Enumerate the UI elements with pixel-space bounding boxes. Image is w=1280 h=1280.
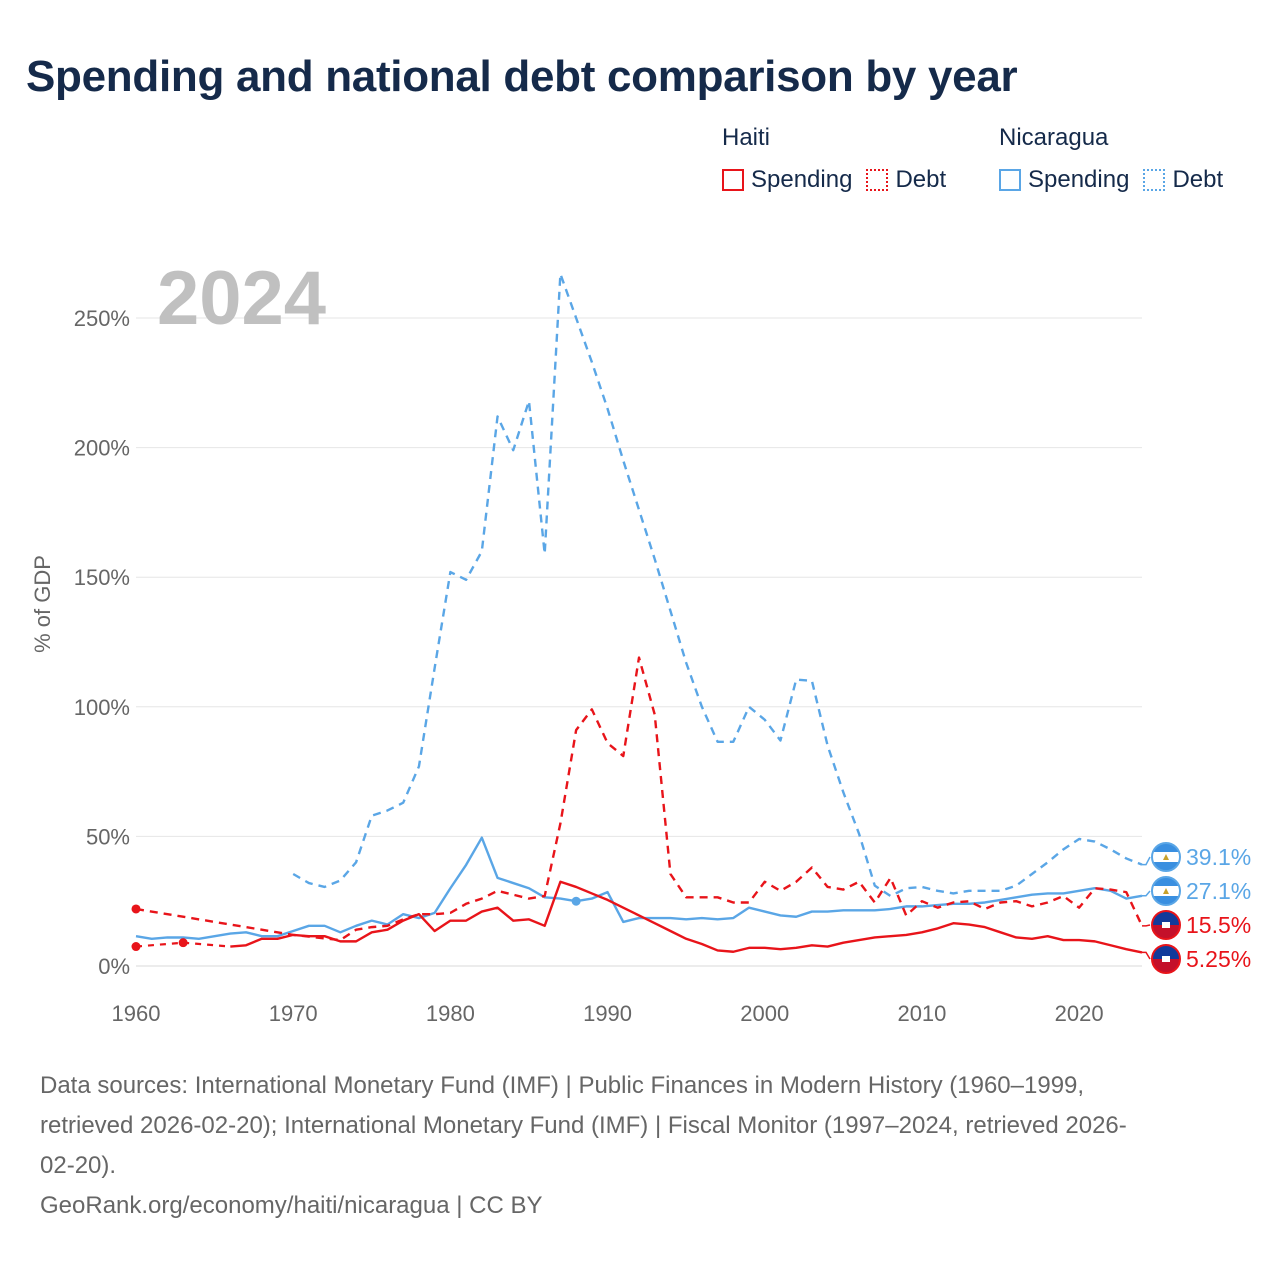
year-watermark: 2024 (157, 256, 326, 341)
series-line-nicaragua-debt[interactable] (292, 272, 1143, 898)
x-tick-label: 2000 (740, 1001, 789, 1026)
sources-line: retrieved 2026-02-20); International Mon… (40, 1112, 1127, 1139)
end-label-leader (1142, 924, 1151, 927)
legend-label: Debt (895, 166, 947, 193)
y-axis: 0% 50% 100% 150% 200% 250% (74, 306, 130, 979)
haiti-flag-icon (1151, 944, 1181, 974)
data-point-marker (178, 938, 188, 948)
legend-swatch-dotted-icon (866, 169, 889, 191)
series-line-haiti-spending[interactable] (230, 880, 1143, 954)
gridlines (136, 317, 1142, 967)
y-tick-label: 50% (86, 824, 130, 849)
nicaragua-flag-icon (1151, 842, 1181, 872)
end-value-label: 39.1% (1186, 844, 1251, 870)
series-markers (131, 896, 581, 952)
y-tick-label: 250% (74, 306, 130, 331)
legend-item-haiti-spending[interactable]: Spending (722, 166, 852, 194)
sources-line: 02-20). (40, 1152, 117, 1179)
legend-label: Debt (1172, 166, 1224, 193)
legend-swatch-solid-icon (999, 169, 1021, 191)
x-axis: 1960 1970 1980 1990 2000 2010 2020 (112, 1001, 1104, 1026)
x-tick-label: 1980 (426, 1001, 475, 1026)
end-value-label: 15.5% (1186, 912, 1251, 938)
legend-heading-nicaragua: Nicaragua (999, 124, 1109, 151)
x-tick-label: 2020 (1055, 1001, 1104, 1026)
y-tick-label: 200% (74, 436, 130, 461)
series-lines (135, 272, 1144, 954)
legend-group-nicaragua: Nicaragua Spending Debt (999, 124, 1223, 194)
end-label-leader (1142, 890, 1151, 897)
end-labels: 39.1% 27.1% 15.5% 5.25% (1142, 842, 1251, 974)
legend-label: Spending (751, 166, 853, 193)
legend-heading-haiti: Haiti (722, 124, 771, 151)
data-point-marker (131, 904, 141, 914)
legend-item-nicaragua-spending[interactable]: Spending (999, 166, 1129, 194)
series-line-haiti-debt[interactable] (135, 656, 1144, 942)
sources-line: Data sources: International Monetary Fun… (40, 1072, 1085, 1099)
legend-swatch-dotted-icon (1143, 169, 1166, 191)
series-gap-connector-haiti-spending (135, 941, 184, 948)
y-tick-label: 0% (98, 954, 130, 979)
legend-group-haiti: Haiti Spending Debt (722, 124, 946, 194)
x-tick-label: 1990 (583, 1001, 632, 1026)
haiti-flag-icon (1151, 910, 1181, 940)
end-label-leader (1142, 951, 1151, 960)
end-value-label: 27.1% (1186, 878, 1251, 904)
data-point-marker (131, 942, 141, 952)
sources-credit-link[interactable]: GeoRank.org/economy/haiti/nicaragua | CC… (40, 1192, 543, 1219)
line-chart: 0% 50% 100% 150% 200% 250% 1960 1970 1980 1990 20… (30, 256, 1251, 1026)
x-tick-label: 1970 (269, 1001, 318, 1026)
legend-swatch-solid-icon (722, 169, 744, 191)
legend-item-haiti-debt[interactable]: Debt (866, 166, 946, 194)
end-label-leader (1142, 856, 1151, 866)
end-value-label: 5.25% (1186, 946, 1251, 972)
chart-title: Spending and national debt comparison by… (26, 52, 1018, 101)
y-tick-label: 100% (74, 695, 130, 720)
nicaragua-flag-icon (1151, 876, 1181, 906)
y-axis-label: % of GDP (30, 555, 55, 653)
data-point-marker (571, 896, 581, 906)
series-line-nicaragua-spending[interactable] (135, 836, 1143, 940)
data-sources: Data sources: International Monetary Fun… (40, 1066, 1240, 1226)
legend-item-nicaragua-debt[interactable]: Debt (1143, 166, 1223, 194)
x-tick-label: 2010 (897, 1001, 946, 1026)
series-gap-connector-haiti-spending (183, 941, 231, 948)
legend-label: Spending (1028, 166, 1130, 193)
x-tick-label: 1960 (112, 1001, 161, 1026)
y-tick-label: 150% (74, 565, 130, 590)
